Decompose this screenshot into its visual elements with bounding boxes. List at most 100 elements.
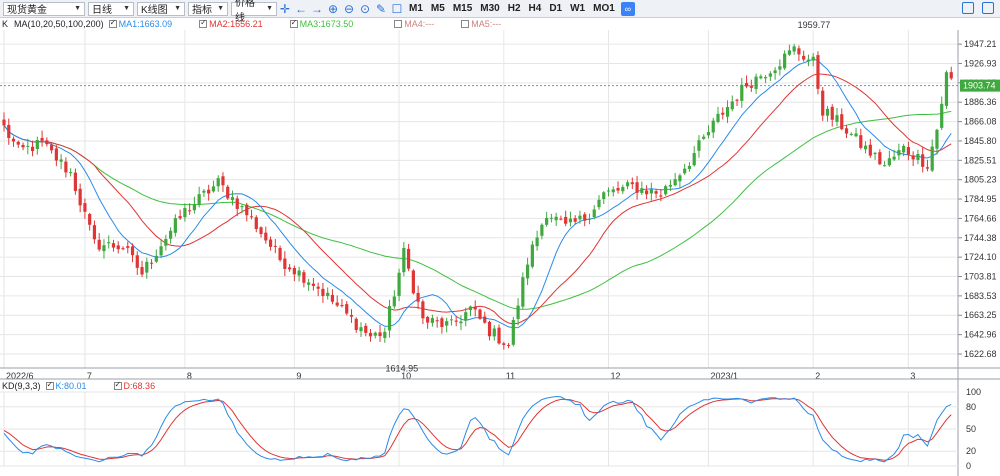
crosshair-icon[interactable]: ✛ — [279, 1, 291, 16]
candle-body — [159, 246, 163, 256]
candle-body — [673, 179, 677, 186]
period-select[interactable]: 日线 ▼ — [88, 1, 134, 16]
candle-body — [35, 140, 39, 149]
price-tick-label: 1805.23 — [964, 175, 997, 185]
candle-body — [278, 247, 282, 261]
period-button-m1[interactable]: M1 — [409, 3, 423, 14]
candle-body — [830, 106, 834, 120]
candle-body — [897, 150, 901, 156]
candle-body — [683, 168, 687, 174]
candle-body — [821, 90, 825, 116]
symbol-select[interactable]: 现货黄金 ▼ — [3, 1, 85, 16]
candle-body — [173, 218, 177, 233]
period-button-m15[interactable]: M15 — [452, 3, 473, 14]
candle-body — [226, 186, 230, 199]
candle-body — [702, 136, 706, 139]
ma-legend-checkbox-3[interactable] — [394, 20, 403, 28]
period-button-h2[interactable]: H2 — [507, 3, 521, 14]
arrow-right-icon[interactable]: → — [311, 1, 323, 16]
ma-legend-value-3: MA4:--- — [404, 19, 435, 29]
candle-body — [311, 283, 315, 286]
candle-body — [454, 320, 458, 322]
square-icon[interactable]: ☐ — [391, 1, 403, 16]
candle-body — [692, 153, 696, 166]
chart-type-select[interactable]: K线图 ▼ — [137, 1, 185, 16]
zoom-in-icon[interactable]: ⊕ — [327, 1, 339, 16]
zoom-fit-icon[interactable]: ⊙ — [359, 1, 371, 16]
candle-body — [854, 133, 858, 137]
draw-tool-select[interactable]: 价格线 ▼ — [231, 0, 277, 24]
candle-body — [792, 46, 796, 52]
period-button-h4[interactable]: H4 — [528, 3, 542, 14]
candle-body — [69, 172, 73, 174]
period-button-mo1[interactable]: MO1 — [593, 3, 615, 14]
candle-body — [835, 115, 839, 122]
candle-body — [368, 332, 373, 337]
candle-body — [787, 50, 791, 55]
candle-body — [64, 161, 68, 173]
price-tick-label: 1866.08 — [964, 117, 997, 127]
period-button-d1[interactable]: D1 — [549, 3, 563, 14]
candle-body — [816, 55, 820, 89]
candle-body — [268, 239, 273, 247]
candle-body — [97, 239, 101, 250]
candle-body — [202, 190, 206, 193]
candle-body — [126, 246, 130, 248]
candle-body — [573, 218, 577, 222]
candle-body — [7, 124, 11, 138]
candle-body — [949, 72, 953, 79]
ma-legend-value-0: MA1:1663.09 — [118, 19, 173, 29]
candle-body — [844, 128, 849, 134]
candle-body — [487, 321, 492, 337]
candle-body — [397, 272, 401, 296]
candle-body — [616, 187, 620, 191]
candle-body — [121, 248, 125, 250]
pencil-icon[interactable]: ✎ — [375, 1, 387, 16]
candle-body — [188, 210, 192, 212]
candle-body — [859, 135, 863, 148]
candle-body — [840, 114, 844, 130]
candle-body — [111, 243, 116, 248]
candle-body — [883, 165, 887, 167]
window-maximize-icon[interactable] — [982, 2, 994, 14]
candle-body — [207, 189, 211, 194]
ma2-line — [3, 73, 952, 325]
candle-body — [716, 113, 720, 122]
kd-legend-checkbox-1[interactable]: ✓ — [113, 380, 122, 390]
candle-body — [302, 272, 306, 283]
time-tick-label: 12 — [611, 371, 621, 381]
candle-body — [149, 262, 154, 264]
candle-body — [878, 152, 882, 165]
price-tick-label: 1947.21 — [964, 39, 997, 49]
candle-body — [645, 190, 649, 195]
candle-body — [535, 237, 539, 247]
ma-legend-checkbox-4[interactable] — [461, 20, 470, 28]
candle-body — [749, 85, 753, 88]
indicator-select[interactable]: 指标 ▼ — [188, 1, 228, 16]
candle-body — [383, 331, 387, 338]
candle-body — [78, 188, 82, 206]
period-button-m30[interactable]: M30 — [480, 3, 500, 14]
period-select-value: 日线 — [92, 5, 112, 16]
candle-body — [211, 186, 216, 192]
link-icon[interactable]: ∞ — [620, 1, 635, 16]
window-restore-icon[interactable] — [962, 2, 974, 14]
ma-legend-value-2: MA3:1673.50 — [299, 19, 354, 29]
candle-body — [330, 294, 335, 302]
period-button-m5[interactable]: M5 — [430, 3, 445, 14]
candle-body — [335, 302, 339, 306]
time-tick-label: 10 — [401, 371, 411, 381]
candle-body — [83, 203, 87, 212]
kd-legend-checkbox-0[interactable]: ✓ — [45, 380, 54, 390]
period-button-w1[interactable]: W1 — [570, 3, 586, 14]
zoom-out-icon[interactable]: ⊖ — [343, 1, 355, 16]
ma-legend-checkbox-1[interactable]: ✓ — [199, 18, 208, 28]
ma-legend-checkbox-0[interactable]: ✓ — [108, 18, 117, 28]
ma-legend-checkbox-2[interactable]: ✓ — [289, 18, 298, 28]
arrow-left-icon[interactable]: ← — [295, 1, 307, 16]
candle-body — [345, 304, 349, 314]
ma-legend: K MA(10,20,50,100,200) ✓ MA1:1663.09 ✓ MA2:… — [0, 18, 960, 30]
candle-body — [145, 261, 149, 273]
candle-body — [407, 248, 411, 269]
